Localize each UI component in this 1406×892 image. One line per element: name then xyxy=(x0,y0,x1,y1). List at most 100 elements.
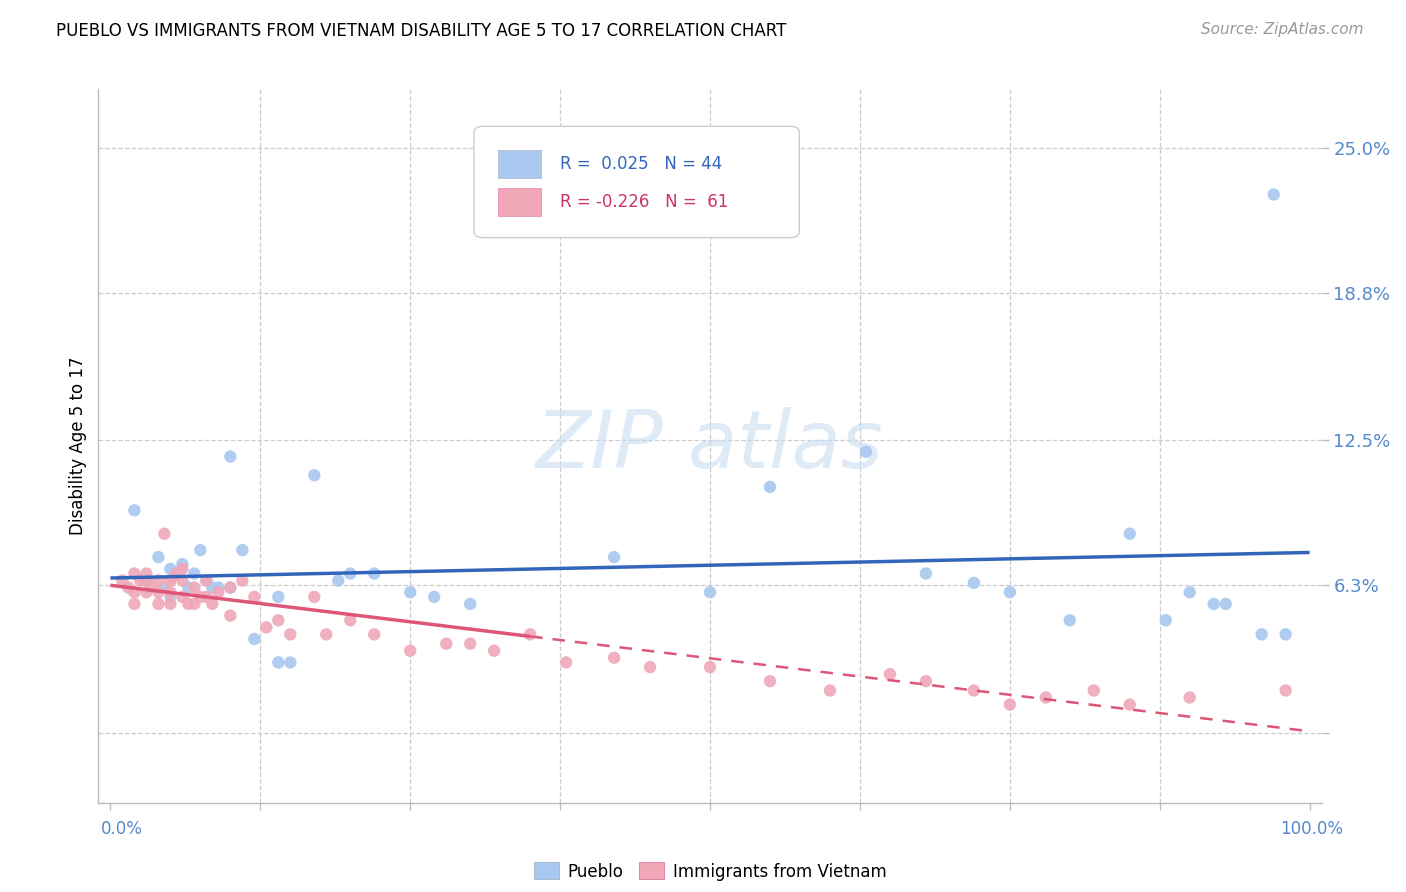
Point xyxy=(555,656,578,670)
Point xyxy=(243,632,266,646)
Point xyxy=(699,585,721,599)
Point xyxy=(1083,683,1105,698)
Point xyxy=(1178,585,1201,599)
Point xyxy=(759,480,782,494)
Point xyxy=(399,644,422,658)
Text: Source: ZipAtlas.com: Source: ZipAtlas.com xyxy=(1201,22,1364,37)
Point xyxy=(165,566,187,581)
Bar xyxy=(498,188,541,216)
Point xyxy=(177,597,200,611)
Point xyxy=(117,581,139,595)
Point xyxy=(188,590,211,604)
Point xyxy=(195,574,218,588)
Point xyxy=(278,627,301,641)
Point xyxy=(183,597,205,611)
Point xyxy=(231,574,253,588)
Point xyxy=(339,566,361,581)
Point xyxy=(159,574,181,588)
Text: 100.0%: 100.0% xyxy=(1279,820,1343,838)
Point xyxy=(135,574,157,588)
Point xyxy=(1215,597,1237,611)
Point xyxy=(363,627,385,641)
Point xyxy=(1274,683,1296,698)
Point xyxy=(177,581,200,595)
Point xyxy=(963,683,986,698)
Point xyxy=(1202,597,1225,611)
Point xyxy=(267,590,290,604)
Point xyxy=(124,585,146,599)
Point xyxy=(219,450,242,464)
Point xyxy=(1263,187,1285,202)
Point xyxy=(159,597,181,611)
Point xyxy=(267,613,290,627)
Point xyxy=(159,585,181,599)
Point xyxy=(159,574,181,588)
Point xyxy=(183,581,205,595)
Point xyxy=(1154,613,1177,627)
Point xyxy=(1250,627,1272,641)
Point xyxy=(879,667,901,681)
Point xyxy=(172,557,194,571)
Point xyxy=(148,574,170,588)
Point xyxy=(363,566,385,581)
Point xyxy=(153,581,176,595)
Point xyxy=(201,597,224,611)
Point xyxy=(304,468,326,483)
Point xyxy=(963,575,986,590)
Point xyxy=(434,637,457,651)
Point xyxy=(207,581,229,595)
Point xyxy=(219,581,242,595)
Point xyxy=(219,581,242,595)
Bar xyxy=(498,150,541,178)
Point xyxy=(267,656,290,670)
Point xyxy=(207,585,229,599)
Point xyxy=(1035,690,1057,705)
Point xyxy=(188,543,211,558)
Point xyxy=(519,627,541,641)
Point xyxy=(339,613,361,627)
Point xyxy=(915,674,938,689)
Point xyxy=(129,574,152,588)
Point xyxy=(135,574,157,588)
Point xyxy=(148,550,170,565)
Point xyxy=(998,698,1021,712)
Point xyxy=(254,620,277,634)
Point xyxy=(183,566,205,581)
Point xyxy=(915,566,938,581)
Point xyxy=(195,590,218,604)
Point xyxy=(141,581,163,595)
Point xyxy=(124,566,146,581)
Point xyxy=(159,590,181,604)
Point xyxy=(458,597,481,611)
Point xyxy=(153,526,176,541)
Point xyxy=(423,590,446,604)
Point xyxy=(159,562,181,576)
Point xyxy=(111,574,134,588)
Point xyxy=(1178,690,1201,705)
Point xyxy=(165,566,187,581)
Point xyxy=(699,660,721,674)
Text: R =  0.025   N = 44: R = 0.025 N = 44 xyxy=(560,155,721,173)
Point xyxy=(1059,613,1081,627)
Point xyxy=(148,585,170,599)
Point xyxy=(328,574,350,588)
Legend: Pueblo, Immigrants from Vietnam: Pueblo, Immigrants from Vietnam xyxy=(527,855,893,888)
Point xyxy=(1119,698,1142,712)
Point xyxy=(201,581,224,595)
Point xyxy=(1274,627,1296,641)
Point xyxy=(172,562,194,576)
Point xyxy=(148,597,170,611)
FancyBboxPatch shape xyxy=(474,127,800,237)
Point xyxy=(603,550,626,565)
Point xyxy=(135,585,157,599)
Point xyxy=(304,590,326,604)
Point xyxy=(998,585,1021,599)
Point xyxy=(124,503,146,517)
Point xyxy=(638,660,661,674)
Text: PUEBLO VS IMMIGRANTS FROM VIETNAM DISABILITY AGE 5 TO 17 CORRELATION CHART: PUEBLO VS IMMIGRANTS FROM VIETNAM DISABI… xyxy=(56,22,786,40)
Point xyxy=(195,574,218,588)
Point xyxy=(219,608,242,623)
Point xyxy=(231,543,253,558)
Point xyxy=(458,637,481,651)
Point xyxy=(243,590,266,604)
